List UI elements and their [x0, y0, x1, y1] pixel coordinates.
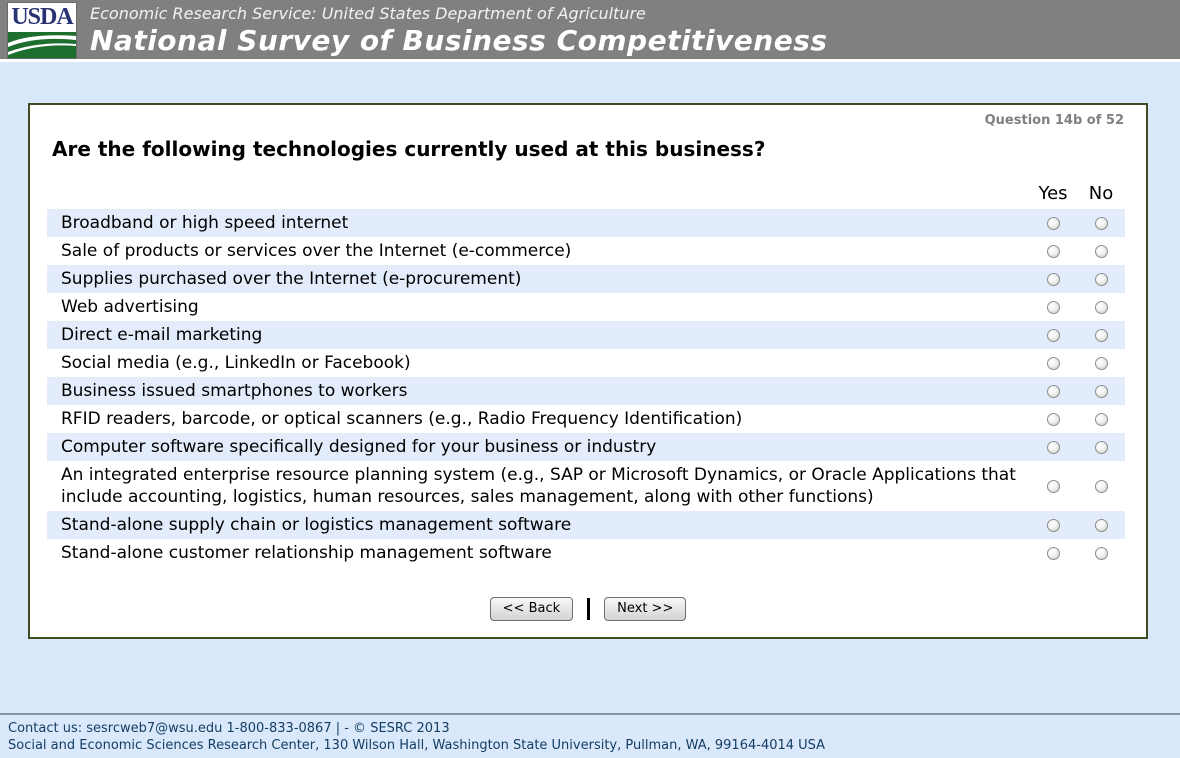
- table-body: Broadband or high speed internet Sale of…: [47, 209, 1125, 567]
- row-label: Social media (e.g., LinkedIn or Facebook…: [61, 353, 411, 373]
- no-radio-cell: [1077, 546, 1125, 560]
- yes-radio[interactable]: [1046, 440, 1060, 454]
- no-radio[interactable]: [1094, 272, 1108, 286]
- table-row: Supplies purchased over the Internet (e-…: [47, 265, 1125, 293]
- row-label: Sale of products or services over the In…: [61, 241, 572, 261]
- yes-radio-cell: [1029, 412, 1077, 426]
- question-box: Question 14b of 52 Are the following tec…: [28, 103, 1148, 639]
- row-label: Supplies purchased over the Internet (e-…: [61, 269, 522, 289]
- usda-logo-swoosh-icon: [8, 32, 76, 58]
- yes-column-header: Yes: [1038, 183, 1068, 204]
- no-radio-cell: [1077, 328, 1125, 342]
- yes-radio[interactable]: [1046, 216, 1060, 230]
- next-button[interactable]: Next >>: [604, 597, 687, 621]
- row-label: Computer software specifically designed …: [61, 437, 657, 457]
- yes-radio[interactable]: [1046, 412, 1060, 426]
- question-title: Are the following technologies currently…: [52, 137, 766, 161]
- no-radio-cell: [1077, 244, 1125, 258]
- row-label: Stand-alone supply chain or logistics ma…: [61, 515, 572, 535]
- no-radio[interactable]: [1094, 479, 1108, 493]
- yes-radio-cell: [1029, 300, 1077, 314]
- no-radio-cell: [1077, 216, 1125, 230]
- no-radio[interactable]: [1094, 300, 1108, 314]
- no-radio-cell: [1077, 272, 1125, 286]
- survey-title: National Survey of Business Competitiven…: [90, 24, 828, 57]
- yes-radio-cell: [1029, 384, 1077, 398]
- yes-radio[interactable]: [1046, 272, 1060, 286]
- row-label: Stand-alone customer relationship manage…: [61, 543, 552, 563]
- yes-radio[interactable]: [1046, 356, 1060, 370]
- technology-table: Yes No Broadband or high speed internet …: [47, 182, 1125, 567]
- yes-radio-cell: [1029, 440, 1077, 454]
- table-header-row: Yes No: [47, 182, 1125, 209]
- site-footer: Contact us: sesrcweb7@wsu.edu 1-800-833-…: [0, 713, 1180, 758]
- yes-radio-cell: [1029, 216, 1077, 230]
- table-row: Sale of products or services over the In…: [47, 237, 1125, 265]
- table-row: Broadband or high speed internet: [47, 209, 1125, 237]
- yes-radio[interactable]: [1046, 244, 1060, 258]
- usda-logo-text: USDA: [11, 4, 73, 30]
- yes-radio[interactable]: [1046, 300, 1060, 314]
- button-divider: [587, 598, 591, 620]
- yes-radio[interactable]: [1046, 518, 1060, 532]
- yes-radio-cell: [1029, 518, 1077, 532]
- no-radio[interactable]: [1094, 412, 1108, 426]
- table-row: Business issued smartphones to workers: [47, 377, 1125, 405]
- no-radio-cell: [1077, 479, 1125, 493]
- footer-address-line: Social and Economic Sciences Research Ce…: [8, 738, 826, 753]
- question-counter: Question 14b of 52: [984, 113, 1124, 128]
- main-content: Question 14b of 52 Are the following tec…: [0, 62, 1180, 713]
- yes-radio-cell: [1029, 546, 1077, 560]
- no-radio[interactable]: [1094, 384, 1108, 398]
- row-label: Business issued smartphones to workers: [61, 381, 408, 401]
- no-column-header: No: [1088, 183, 1114, 204]
- no-radio-cell: [1077, 384, 1125, 398]
- yes-radio[interactable]: [1046, 384, 1060, 398]
- no-radio[interactable]: [1094, 440, 1108, 454]
- row-label: Direct e-mail marketing: [61, 325, 263, 345]
- table-row: Social media (e.g., LinkedIn or Facebook…: [47, 349, 1125, 377]
- yes-radio-cell: [1029, 479, 1077, 493]
- row-label: RFID readers, barcode, or optical scanne…: [61, 409, 743, 429]
- row-label: Web advertising: [61, 297, 199, 317]
- no-radio[interactable]: [1094, 216, 1108, 230]
- no-radio-cell: [1077, 440, 1125, 454]
- yes-radio[interactable]: [1046, 328, 1060, 342]
- no-radio-cell: [1077, 412, 1125, 426]
- no-radio[interactable]: [1094, 356, 1108, 370]
- yes-radio-cell: [1029, 356, 1077, 370]
- yes-radio-cell: [1029, 244, 1077, 258]
- no-radio[interactable]: [1094, 518, 1108, 532]
- no-radio[interactable]: [1094, 328, 1108, 342]
- row-label: An integrated enterprise resource planni…: [61, 465, 1016, 507]
- header-text-block: Economic Research Service: United States…: [90, 3, 828, 58]
- yes-radio[interactable]: [1046, 479, 1060, 493]
- table-row: Stand-alone customer relationship manage…: [47, 539, 1125, 567]
- table-row: Web advertising: [47, 293, 1125, 321]
- table-row: Direct e-mail marketing: [47, 321, 1125, 349]
- row-label: Broadband or high speed internet: [61, 213, 349, 233]
- navigation-buttons: << Back Next >>: [30, 597, 1146, 621]
- no-radio-cell: [1077, 518, 1125, 532]
- yes-radio-cell: [1029, 272, 1077, 286]
- table-row: An integrated enterprise resource planni…: [47, 461, 1125, 511]
- yes-radio-cell: [1029, 328, 1077, 342]
- usda-logo: USDA: [8, 3, 76, 58]
- yes-radio[interactable]: [1046, 546, 1060, 560]
- no-radio[interactable]: [1094, 546, 1108, 560]
- table-row: RFID readers, barcode, or optical scanne…: [47, 405, 1125, 433]
- no-radio-cell: [1077, 300, 1125, 314]
- no-radio[interactable]: [1094, 244, 1108, 258]
- table-row: Computer software specifically designed …: [47, 433, 1125, 461]
- site-header: USDA Economic Research Service: United S…: [0, 0, 1180, 62]
- back-button[interactable]: << Back: [489, 597, 574, 621]
- table-row: Stand-alone supply chain or logistics ma…: [47, 511, 1125, 539]
- footer-contact-line: Contact us: sesrcweb7@wsu.edu 1-800-833-…: [8, 721, 450, 736]
- agency-line: Economic Research Service: United States…: [90, 4, 646, 23]
- no-radio-cell: [1077, 356, 1125, 370]
